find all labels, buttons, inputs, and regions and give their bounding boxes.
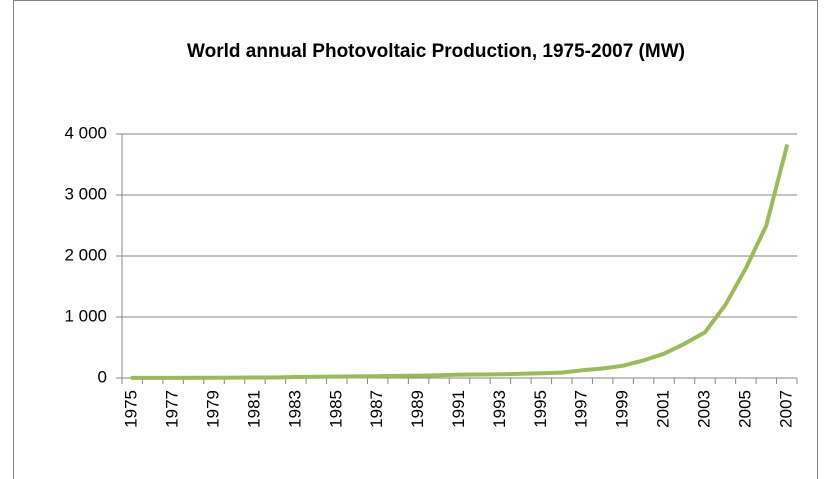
x-tick-label: 2005: [735, 390, 754, 428]
x-tick-label: 1977: [163, 390, 182, 428]
x-tick-label: 1989: [408, 390, 427, 428]
y-tick-label: 2 000: [64, 245, 107, 264]
x-tick-label: 1991: [449, 390, 468, 428]
x-tick-label: 2007: [776, 390, 795, 428]
x-tick-label: 1993: [490, 390, 509, 428]
chart-title: World annual Photovoltaic Production, 19…: [187, 41, 685, 62]
x-tick-label: 2001: [654, 390, 673, 428]
x-tick-label: 1995: [531, 390, 550, 428]
data-line: [130, 144, 789, 380]
x-tick-label: 2003: [694, 390, 713, 428]
x-tick-label: 1981: [244, 390, 263, 428]
x-tick-label: 1997: [572, 390, 591, 428]
x-tick-label: 1987: [367, 390, 386, 428]
y-tick-label: 3 000: [64, 184, 107, 203]
x-tick-label: 1983: [285, 390, 304, 428]
chart-border: [13, 0, 818, 479]
x-tick-label: 1999: [613, 390, 632, 428]
y-tick-label: 4 000: [64, 123, 107, 142]
y-tick-label: 0: [98, 367, 107, 386]
x-tick-label: 1985: [326, 390, 345, 428]
x-tick-label: 1975: [122, 390, 141, 428]
y-tick-label: 1 000: [64, 306, 107, 325]
x-tick-label: 1979: [204, 390, 223, 428]
